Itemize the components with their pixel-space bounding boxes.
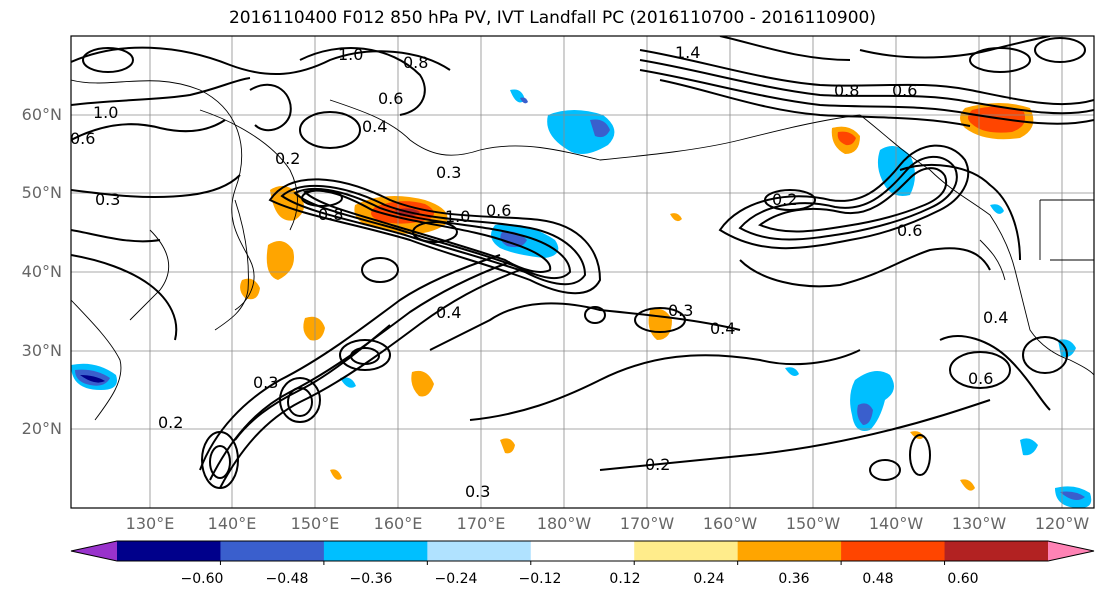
contour-label: 0.4 xyxy=(710,319,735,338)
map-frame xyxy=(70,35,1095,509)
contour-label: 0.4 xyxy=(362,117,387,136)
colorbar-segment xyxy=(841,541,946,561)
colorbar-extend-right xyxy=(1048,541,1094,561)
pv-patch xyxy=(785,367,799,376)
lon-label: 130°E xyxy=(125,514,175,533)
lon-label: 160°E xyxy=(373,514,423,533)
colorbar-tick-label: −0.60 xyxy=(180,571,224,587)
pv-patch xyxy=(500,438,515,454)
pv-patch xyxy=(240,278,260,300)
lon-label: 170°E xyxy=(456,514,506,533)
contour-label: 1.4 xyxy=(675,43,700,62)
contour-label: 0.3 xyxy=(465,482,490,501)
figure-title: 2016110400 F012 850 hPa PV, IVT Landfall… xyxy=(228,8,876,28)
contour-label: 0.2 xyxy=(645,455,670,474)
contour-label: 0.8 xyxy=(834,81,859,100)
pv-patch xyxy=(411,370,434,397)
contour-label: 0.3 xyxy=(436,163,461,182)
pv-patch xyxy=(837,131,856,146)
lon-label: 120°W xyxy=(1034,514,1090,533)
colorbar-segment xyxy=(737,541,842,561)
colorbar-tick-label: 0.36 xyxy=(778,571,810,587)
lon-label: 130°W xyxy=(951,514,1007,533)
pv-patch xyxy=(80,375,105,383)
lat-label: 50°N xyxy=(21,183,62,202)
contour-label: 0.4 xyxy=(983,308,1008,327)
contour-label: 0.2 xyxy=(158,413,183,432)
lat-label: 30°N xyxy=(21,341,62,360)
pv-filled-patches xyxy=(71,89,1092,508)
colorbar-tick-label: 0.24 xyxy=(693,571,725,587)
pv-patch xyxy=(857,403,873,425)
lat-label: 60°N xyxy=(21,105,62,124)
lon-label: 160°W xyxy=(702,514,758,533)
pv-patch xyxy=(303,316,325,341)
pv-patch xyxy=(960,479,975,491)
pv-contours xyxy=(71,36,1094,489)
colorbar-tick-label: −0.24 xyxy=(434,571,478,587)
pv-patch xyxy=(990,204,1004,214)
contour-label: 0.6 xyxy=(897,221,922,240)
colorbar-segment xyxy=(220,541,325,561)
colorbar-segment xyxy=(427,541,532,561)
pv-patch xyxy=(340,377,356,388)
contour-label: 0.6 xyxy=(70,129,95,148)
colorbar-segment xyxy=(117,541,221,561)
colorbar-tick-label: 0.12 xyxy=(609,571,641,587)
lon-label: 150°E xyxy=(290,514,340,533)
colorbar-tick-label: −0.48 xyxy=(265,571,309,587)
lon-label: 140°W xyxy=(868,514,924,533)
colorbar-tick-label: 0.48 xyxy=(862,571,894,587)
pv-patch xyxy=(1060,491,1085,501)
contour-label: 0.2 xyxy=(275,149,300,168)
colorbar-segment xyxy=(944,541,1049,561)
colorbar-tick-label: 0.60 xyxy=(947,571,979,587)
coastlines xyxy=(71,36,1094,421)
pv-patch xyxy=(1020,438,1038,456)
contour-label: 0.4 xyxy=(436,303,461,322)
contour-label: 1.0 xyxy=(338,45,363,64)
pv-patch xyxy=(520,97,528,104)
contour-label: 0.3 xyxy=(95,190,120,209)
contour-label: 0.6 xyxy=(968,369,993,388)
pv-patch xyxy=(330,469,342,480)
pv-patch xyxy=(670,213,682,222)
colorbar-outline xyxy=(70,540,1095,562)
pv-patch xyxy=(266,241,294,280)
contour-label: 1.0 xyxy=(445,207,470,226)
contour-label: 0.3 xyxy=(668,301,693,320)
colorbar-segment xyxy=(634,541,739,561)
lat-label: 20°N xyxy=(21,419,62,438)
contour-label: 0.6 xyxy=(892,81,917,100)
contour-label: 0.6 xyxy=(486,201,511,220)
colorbar-segment xyxy=(530,541,635,561)
contour-label: 0.6 xyxy=(378,89,403,108)
colorbar-extend-left xyxy=(71,541,117,561)
contour-label-group: 1.0 0.8 1.4 0.6 0.4 0.2 0.3 0.8 0.6 1.0 … xyxy=(70,43,1008,501)
pv-patch xyxy=(877,146,915,196)
contour-label: 1.0 xyxy=(93,103,118,122)
graticule xyxy=(71,36,1094,508)
lon-label: 140°E xyxy=(207,514,257,533)
pv-patch xyxy=(590,119,610,138)
lon-label: 170°W xyxy=(619,514,675,533)
contour-label: 0.8 xyxy=(318,205,343,224)
contour-label: 0.3 xyxy=(253,373,278,392)
pv-patch xyxy=(968,106,1026,133)
colorbar-segment xyxy=(323,541,428,561)
colorbar-tick-label: −0.36 xyxy=(349,571,393,587)
contour-label: 0.8 xyxy=(403,53,428,72)
pv-patch xyxy=(850,371,894,431)
colorbar-tick-label: −0.12 xyxy=(518,571,562,587)
colorbar xyxy=(70,540,1095,565)
lon-label: 150°W xyxy=(785,514,841,533)
contour-label: 0.2 xyxy=(772,190,797,209)
lon-label: 180°W xyxy=(536,514,592,533)
lat-label: 40°N xyxy=(21,262,62,281)
